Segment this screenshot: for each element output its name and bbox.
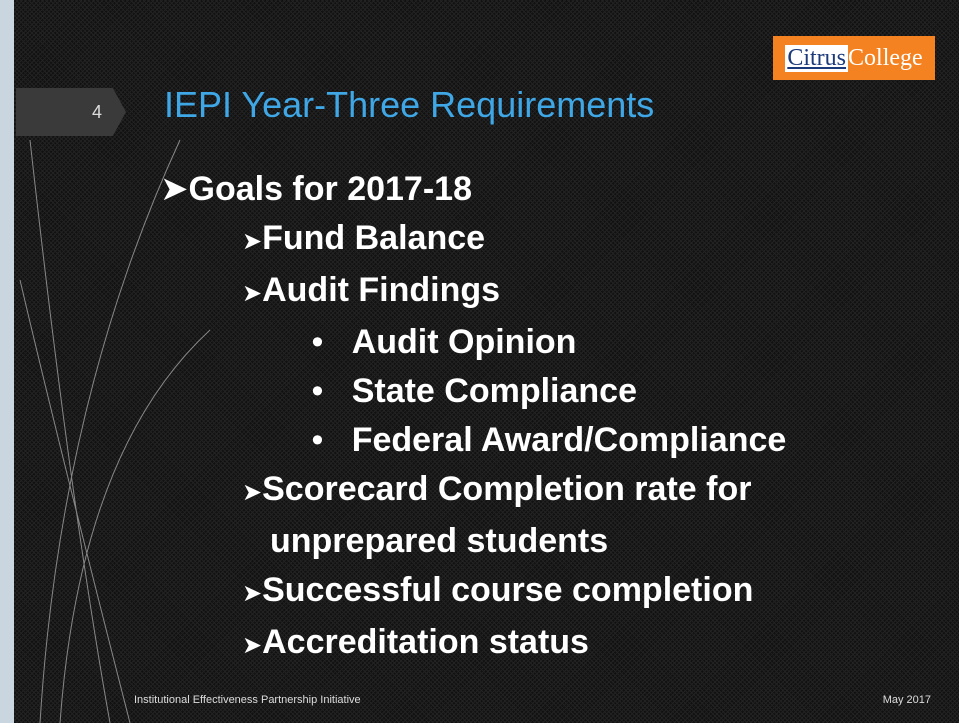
bullet-marker: • <box>302 323 352 361</box>
logo-text: College <box>848 44 923 71</box>
footer: Institutional Effectiveness Partnership … <box>134 694 361 706</box>
footer: May 2017 <box>882 694 931 706</box>
bullet-text: Fund Balance <box>262 219 486 257</box>
bullet-text: Audit Opinion <box>351 323 577 361</box>
bullet-marker: ➤ <box>242 280 263 307</box>
bullet: ➤Scorecard Completion rate for unprepare… <box>160 465 940 566</box>
bullet-list: ➤Goals for 2017-18 ➤Fund Balance ➤Audit Fi… <box>160 165 940 670</box>
title: IEPI Year-Three Requirements <box>164 84 655 125</box>
bullet-marker: ➤ <box>242 580 263 607</box>
bullet-marker: ➤ <box>242 479 263 506</box>
bullet: ➤Fund Balance <box>160 214 940 266</box>
bullet: • Federal Award/Compliance <box>160 416 940 465</box>
bullet-text: Goals for 2017-18 <box>188 170 472 208</box>
side-bar <box>0 0 14 723</box>
logo-text: Citrus <box>785 44 849 72</box>
bullet-marker: ➤ <box>242 632 263 659</box>
logo: Citrus College <box>773 36 935 80</box>
bullet: ➤Successful course completion <box>160 566 940 618</box>
bullet: • State Compliance <box>160 367 940 416</box>
bullet-marker: ➤ <box>242 228 263 255</box>
bullet: ➤Goals for 2017-18 <box>160 165 940 214</box>
bullet-text: Federal Award/Compliance <box>351 421 787 459</box>
bullet: ➤Accreditation status <box>160 618 940 670</box>
bullet-text: Successful course completion <box>262 571 754 609</box>
bullet-marker: • <box>302 372 352 410</box>
bullet: • Audit Opinion <box>160 318 940 367</box>
bullet-marker: • <box>302 421 352 459</box>
bullet-text: State Compliance <box>351 372 638 410</box>
bullet-marker: ➤ <box>160 170 189 208</box>
bullet-text: Scorecard Completion rate for unprepared… <box>262 470 752 560</box>
slide-number: 4 <box>16 88 126 136</box>
bullet-text: Audit Findings <box>262 271 501 309</box>
bullet-text: Accreditation status <box>262 623 589 661</box>
bullet: ➤Audit Findings <box>160 266 940 318</box>
